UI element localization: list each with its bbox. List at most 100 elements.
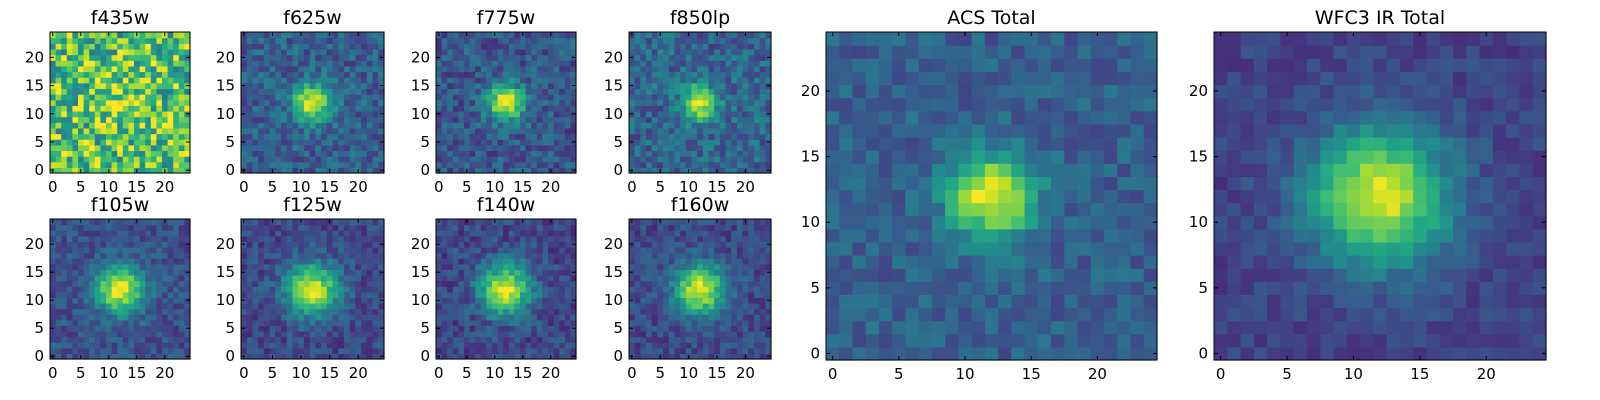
heatmap-cell — [725, 48, 732, 56]
heatmap-cell — [106, 247, 113, 254]
heatmap-cell — [252, 291, 259, 298]
heatmap-cell — [531, 82, 538, 89]
heatmap-cell — [145, 94, 152, 101]
heatmap-cell — [742, 342, 749, 349]
heatmap-cell — [156, 110, 163, 118]
heatmap-cell — [640, 105, 647, 112]
heatmap-cell — [674, 303, 681, 310]
heatmap-cell — [452, 144, 459, 152]
heatmap-cell — [269, 252, 276, 259]
heatmap-cell — [100, 105, 107, 112]
heatmap-cell — [72, 235, 79, 242]
heatmap-cell — [303, 319, 311, 326]
heatmap-cell — [503, 77, 510, 84]
heatmap-cell — [156, 139, 163, 146]
heatmap-cell — [674, 353, 681, 360]
heatmap-cell — [452, 219, 459, 226]
heatmap-cell — [691, 116, 698, 123]
heatmap-cell — [531, 331, 538, 338]
heatmap-cell — [447, 303, 454, 310]
heatmap-cell — [525, 269, 532, 276]
heatmap-cell — [111, 110, 118, 118]
heatmap-cell — [361, 48, 368, 56]
heatmap-cell — [663, 43, 670, 50]
heatmap-cell — [525, 150, 532, 157]
heatmap-cell — [134, 336, 141, 343]
heatmap-cell — [361, 32, 368, 39]
heatmap-cell — [134, 71, 141, 78]
heatmap-cell — [731, 303, 738, 310]
heatmap-cell — [714, 94, 721, 101]
heatmap-cell — [263, 319, 271, 326]
heatmap-cell — [162, 342, 169, 349]
heatmap-cell — [128, 269, 135, 276]
heatmap-cell — [452, 286, 459, 293]
heatmap-cell — [338, 342, 345, 349]
heatmap-cell — [542, 342, 549, 349]
heatmap-cell — [685, 110, 693, 118]
heatmap-cell — [469, 54, 476, 61]
heatmap-cell — [292, 54, 299, 61]
heatmap-cell — [646, 110, 653, 118]
heatmap-cell — [241, 99, 248, 106]
heatmap-cell — [486, 263, 493, 270]
heatmap-cell — [292, 347, 299, 354]
heatmap-cell — [184, 94, 191, 101]
heatmap-cell — [78, 303, 85, 310]
heatmap-cell — [452, 105, 459, 112]
heatmap-cell — [162, 37, 169, 44]
heatmap-cell — [548, 235, 555, 242]
heatmap-cell — [83, 127, 90, 135]
heatmap-cell — [514, 331, 521, 338]
heatmap-cell — [719, 65, 727, 73]
heatmap-cell — [447, 319, 454, 326]
heatmap-cell — [303, 263, 311, 270]
heatmap-cell — [503, 280, 510, 287]
heatmap-cell — [458, 258, 465, 265]
heatmap-cell — [486, 303, 493, 310]
heatmap-cell — [542, 167, 549, 174]
heatmap-cell — [366, 336, 374, 343]
heatmap-cell — [275, 82, 282, 89]
heatmap-cell — [100, 269, 107, 276]
heatmap-cell — [326, 258, 334, 265]
heatmap-cell — [343, 224, 351, 231]
heatmap-cell — [78, 94, 85, 101]
heatmap-cell — [475, 319, 482, 326]
heatmap-cell — [514, 347, 521, 354]
heatmap-cell — [167, 156, 174, 163]
heatmap-cell — [634, 82, 641, 89]
heatmap-cell — [241, 105, 248, 112]
heatmap-cell — [338, 43, 345, 50]
heatmap-cell — [55, 325, 62, 332]
heatmap-cell — [111, 105, 118, 112]
heatmap-cell — [117, 297, 124, 304]
heatmap-cell — [156, 150, 163, 157]
heatmap-cell — [263, 99, 271, 106]
heatmap-cell — [55, 342, 62, 349]
heatmap-cell — [702, 150, 710, 157]
heatmap-cell — [145, 258, 152, 265]
heatmap-cell — [691, 342, 698, 349]
heatmap-cell — [759, 286, 766, 293]
heatmap-cell — [514, 116, 521, 123]
heatmap-cell — [258, 161, 265, 168]
heatmap-cell — [731, 122, 738, 129]
heatmap-cell — [714, 133, 721, 140]
heatmap-cell — [292, 336, 299, 343]
heatmap-cell — [372, 258, 379, 265]
heatmap-cell — [531, 342, 538, 349]
heatmap-cell — [691, 325, 698, 332]
heatmap-cell — [106, 161, 113, 168]
heatmap-cell — [128, 133, 135, 140]
heatmap-cell — [553, 127, 560, 135]
heatmap-cell — [298, 116, 305, 123]
heatmap-cell — [525, 303, 532, 310]
heatmap-cell — [167, 94, 174, 101]
heatmap-cell — [111, 144, 118, 152]
heatmap-cell — [338, 48, 345, 56]
heatmap-cell — [452, 82, 459, 89]
heatmap-cell — [286, 82, 294, 89]
heatmap-cell — [674, 60, 681, 67]
heatmap-cell — [303, 32, 311, 39]
